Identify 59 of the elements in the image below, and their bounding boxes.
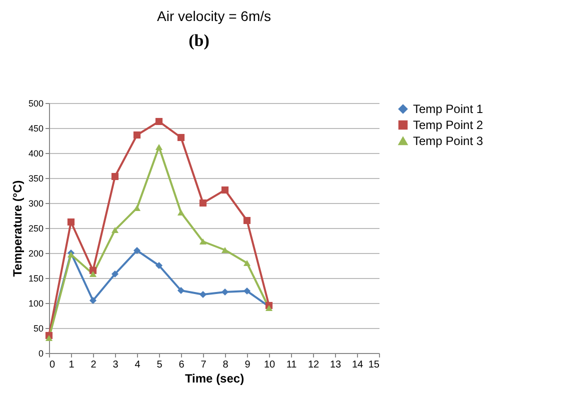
point	[155, 144, 163, 150]
x-tick-label: 8	[222, 360, 229, 370]
legend-label: Temp Point 3	[413, 134, 484, 148]
x-tick-label: 12	[308, 360, 320, 370]
point	[199, 290, 207, 298]
point	[155, 118, 163, 126]
point	[89, 296, 97, 304]
point	[45, 334, 53, 342]
x-tick-label: 15	[368, 360, 380, 370]
x-tick-label: 10	[264, 360, 276, 370]
x-tick-label: 0	[50, 360, 56, 370]
x-tick-label: 5	[156, 360, 163, 370]
y-tick-label: 300	[28, 198, 44, 208]
x-tick-label: 11	[286, 360, 298, 370]
point	[243, 216, 251, 224]
y-tick-label: 450	[28, 124, 44, 134]
y-tick-label: 0	[38, 348, 44, 358]
x-axis-title: Time (sec)	[184, 372, 244, 386]
x-tick-label: 3	[112, 360, 119, 370]
point	[243, 260, 251, 266]
point	[177, 286, 185, 294]
y-tick-label: 350	[28, 174, 44, 184]
x-tick-label: 7	[200, 360, 207, 370]
x-tick-label: 1	[68, 360, 75, 370]
point	[133, 204, 141, 212]
y-tick-label: 200	[28, 248, 44, 258]
x-tick-label: 9	[244, 360, 251, 370]
legend-label: Temp Point 1	[413, 102, 484, 116]
point	[177, 134, 185, 142]
point	[155, 262, 163, 270]
point	[133, 246, 141, 254]
text: (b)	[188, 31, 210, 50]
y-tick-label: 100	[28, 298, 44, 308]
point	[243, 287, 251, 295]
y-tick-label: 400	[28, 148, 44, 158]
point	[177, 209, 185, 216]
legend-label: Temp Point 2	[413, 118, 484, 132]
y-tick-label: 250	[28, 224, 44, 234]
y-tick-label: 500	[28, 98, 44, 108]
x-tick-label: 6	[178, 360, 185, 370]
y-axis-title: Temperature (°C)	[10, 180, 24, 277]
point	[199, 199, 207, 207]
y-tick-label: 50	[33, 324, 44, 334]
point	[67, 218, 75, 226]
point	[221, 288, 229, 296]
point	[111, 270, 119, 278]
chart-title: Air velocity = 6m/s	[157, 8, 271, 24]
point	[199, 238, 207, 245]
point	[133, 131, 141, 139]
point	[221, 246, 229, 254]
x-tick-label: 2	[90, 360, 97, 370]
y-tick-label: 150	[28, 274, 44, 284]
x-tick-label: 14	[352, 360, 364, 370]
x-tick-label: 4	[134, 360, 141, 370]
point	[89, 270, 97, 278]
x-tick-label: 13	[330, 360, 342, 370]
point	[111, 226, 119, 234]
point	[111, 172, 119, 180]
point	[221, 186, 229, 194]
